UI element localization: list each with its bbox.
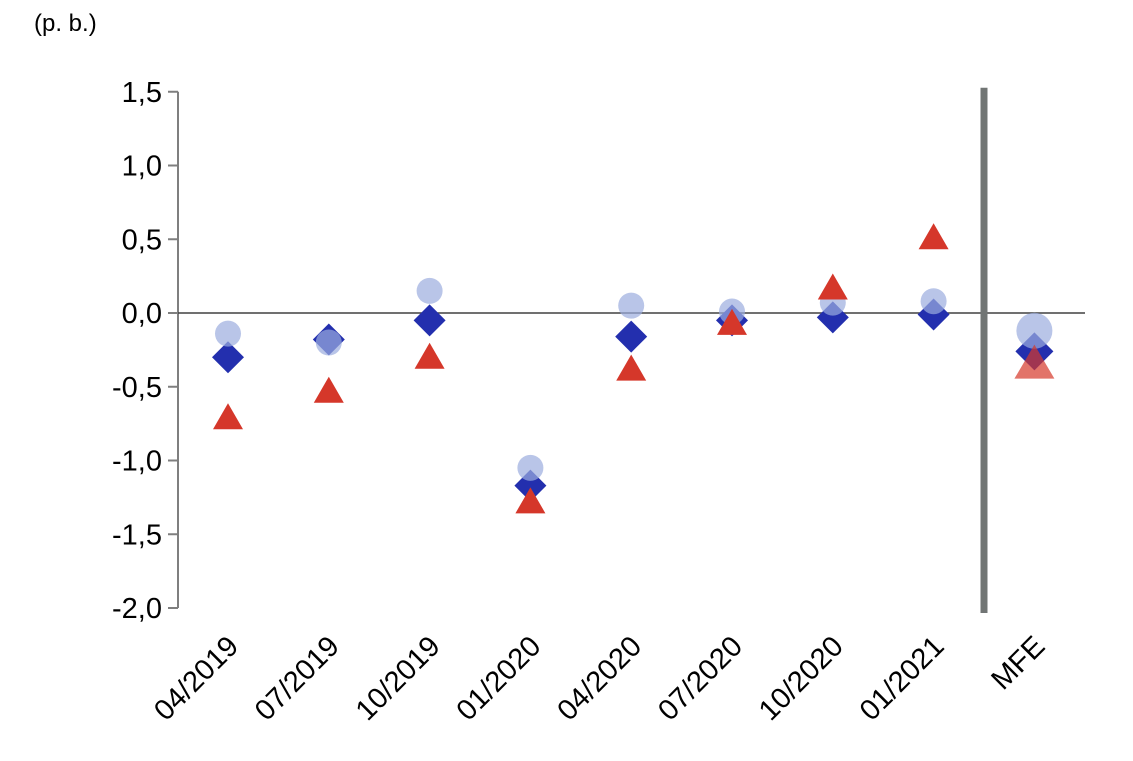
data-point-triangle [313, 376, 344, 403]
x-tick-label: 07/2020 [652, 630, 749, 727]
axis-unit-label: (p. b.) [34, 10, 97, 37]
y-tick-label: -1,5 [112, 519, 162, 551]
data-point-circle [215, 320, 241, 347]
data-point-triangle [616, 354, 647, 381]
data-point-triangle [515, 487, 546, 514]
data-point-diamond [615, 320, 648, 353]
data-point-circle [315, 329, 342, 356]
mfe-separator-bar [980, 87, 988, 613]
data-point-triangle [918, 223, 949, 250]
y-tick-label: 0,5 [122, 224, 162, 256]
y-tick-label: -1,0 [112, 446, 162, 478]
y-tick-label: 0,0 [122, 298, 162, 330]
x-tick-label: 01/2020 [451, 630, 548, 727]
data-point-triangle [414, 342, 445, 369]
data-point-triangle [817, 273, 848, 300]
triangle-series [213, 223, 1055, 514]
data-point-circle [920, 288, 947, 315]
x-tick-label: 10/2020 [753, 630, 850, 727]
x-tick-label: 04/2020 [551, 630, 648, 727]
y-tick-label: 1,0 [122, 151, 162, 183]
data-point-triangle [213, 403, 243, 430]
data-point-circle [517, 454, 544, 481]
data-point-diamond [212, 341, 244, 374]
y-tick-label: 1,5 [122, 77, 162, 109]
data-point-circle [416, 277, 443, 304]
x-tick-label: 01/2021 [854, 630, 951, 727]
data-point-diamond [413, 304, 446, 337]
y-tick-label: -2,0 [112, 593, 162, 625]
data-point-circle [1016, 312, 1053, 349]
x-tick-label: 04/2019 [148, 630, 245, 727]
y-tick-label: -0,5 [112, 372, 162, 404]
x-tick-label: 07/2019 [249, 630, 346, 727]
y-axis: 1,5 1,0 0,5 0,0 -0,5 -1,0 -1,5 -2,0 [112, 77, 179, 625]
data-point-circle [618, 292, 645, 319]
x-tick-label: 10/2019 [350, 630, 447, 727]
data-point-triangle [1014, 344, 1055, 379]
data-point-triangle [717, 308, 747, 335]
x-tick-label: MFE [985, 630, 1051, 696]
x-axis-labels: 04/2019 07/2019 10/2019 01/2020 04/2020 07/20… [148, 630, 1051, 727]
